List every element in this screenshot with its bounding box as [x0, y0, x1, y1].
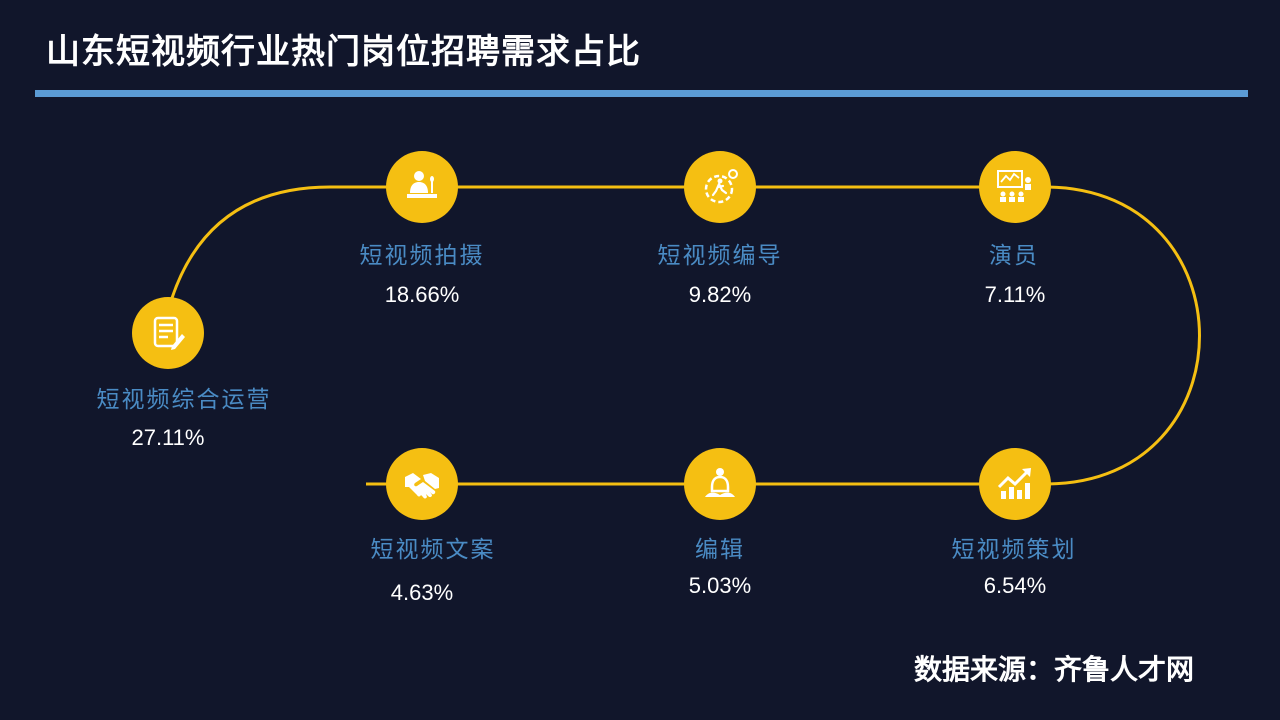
label-editing: 编辑 [695, 537, 745, 563]
percent-shooting: 18.66% [384, 282, 460, 307]
label-copywriting: 短视频文案 [370, 537, 496, 563]
meditation-icon [705, 468, 735, 497]
label-directing: 短视频编导 [657, 243, 783, 269]
presenter-podium-icon [407, 171, 437, 198]
node-copywriting [386, 448, 458, 520]
label-actor: 演员 [989, 243, 1039, 269]
title-underline [35, 90, 1248, 97]
audience-presentation-icon [997, 170, 1031, 202]
node-editing [684, 448, 756, 520]
document-edit-icon [153, 316, 185, 350]
node-shooting [386, 151, 458, 223]
handshake-icon [405, 473, 439, 499]
node-directing [684, 151, 756, 223]
percent-editing: 5.03% [688, 573, 752, 598]
percent-actor: 7.11% [984, 282, 1046, 307]
percent-directing: 9.82% [688, 282, 752, 307]
percent-planning: 6.54% [983, 573, 1047, 598]
runner-gear-icon [704, 169, 738, 204]
label-shooting: 短视频拍摄 [359, 243, 485, 269]
percent-copywriting: 4.63% [390, 580, 454, 605]
data-source: 数据来源：齐鲁人才网 [913, 653, 1194, 686]
node-actor [979, 151, 1051, 223]
percent-comprehensive-operation: 27.11% [131, 425, 205, 450]
node-comprehensive-operation [132, 297, 204, 369]
page-title: 山东短视频行业热门岗位招聘需求占比 [46, 32, 641, 72]
label-comprehensive-operation: 短视频综合运营 [96, 387, 272, 413]
label-planning: 短视频策划 [951, 537, 1077, 563]
rising-chart-icon [997, 468, 1031, 499]
node-planning [979, 448, 1051, 520]
